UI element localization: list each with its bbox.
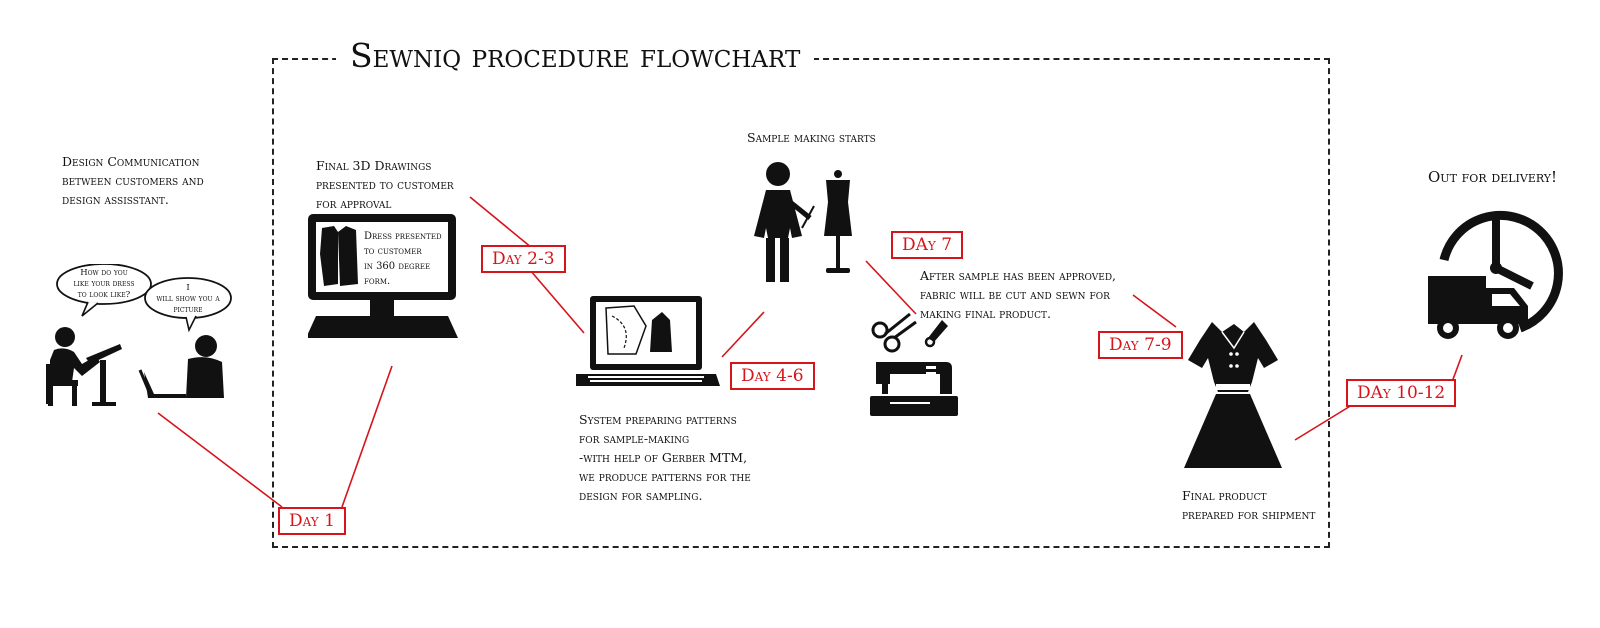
after-sample-text: After sample has been approved, fabric w… xyxy=(920,268,1117,321)
page-title: Sewniq procedure flowchart xyxy=(336,36,815,76)
final-3d-drawings-text: Final 3D Drawings presented to customer … xyxy=(316,158,454,211)
day-label: Day 1 xyxy=(278,507,346,535)
final-product-text: Final product prepared for shipment xyxy=(1182,488,1316,522)
day-label: DAy 10-12 xyxy=(1346,379,1457,407)
customer-bubble-text: How do you like your dress to look like? xyxy=(73,268,135,300)
connector-line xyxy=(469,196,533,249)
assistant-bubble-text: I will show you a picture xyxy=(156,283,220,315)
connector-line xyxy=(341,365,393,508)
sample-making-text: Sample making starts xyxy=(747,130,876,145)
day-label: Day 4-6 xyxy=(730,362,815,390)
tailor-with-mannequin-icon xyxy=(754,162,852,282)
desktop-computer-icon xyxy=(308,214,458,338)
connector-line xyxy=(1294,404,1353,441)
scissors-and-sewing-machine-icon xyxy=(870,312,958,416)
day-label: DAy 7 xyxy=(891,231,964,259)
connector-line xyxy=(1451,354,1463,383)
dress-icon xyxy=(1184,322,1282,468)
day-label: Day 2-3 xyxy=(481,245,566,273)
connector-line xyxy=(865,260,917,315)
system-patterns-text: System preparing patterns for sample-mak… xyxy=(579,412,751,503)
connector-line xyxy=(157,412,283,508)
connector-line xyxy=(1132,294,1177,328)
out-for-delivery-text: Out for delivery! xyxy=(1428,168,1558,186)
speech-bubble xyxy=(56,264,152,305)
day-label: Day 7-9 xyxy=(1098,331,1183,359)
design-communication-text: Design Communication between customers a… xyxy=(62,154,204,207)
delivery-truck-clock-icon xyxy=(1428,210,1563,339)
laptop-pattern-icon xyxy=(576,296,720,386)
connector-line xyxy=(529,269,585,334)
connector-line xyxy=(721,311,765,358)
customer-and-assistant-icon xyxy=(46,264,232,406)
screen-text: Dress presented to customer in 360 degre… xyxy=(364,231,442,287)
